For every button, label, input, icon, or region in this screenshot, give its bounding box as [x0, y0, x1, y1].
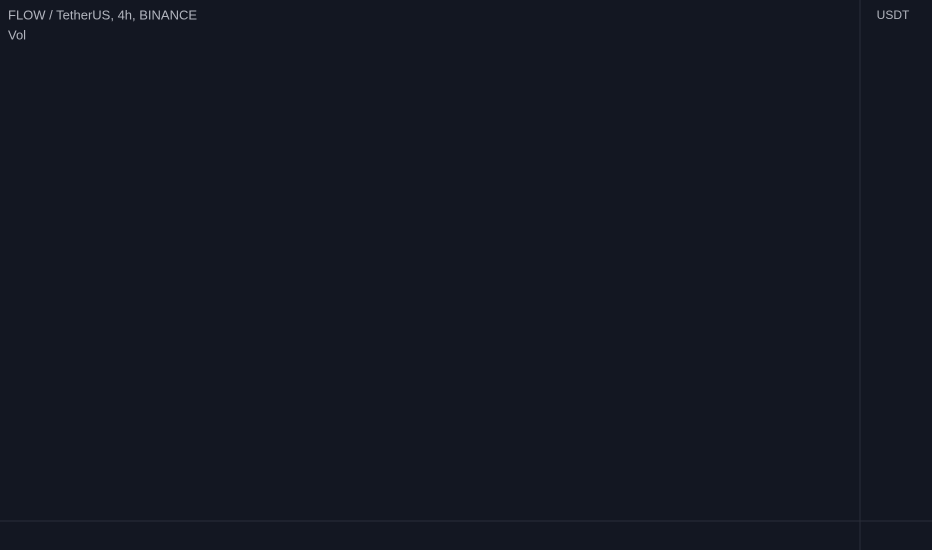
chart-title: FLOW / TetherUS, 4h, BINANCE: [8, 7, 197, 22]
chart-subtitle: Vol: [8, 27, 26, 42]
y-axis-label: USDT: [877, 8, 910, 22]
